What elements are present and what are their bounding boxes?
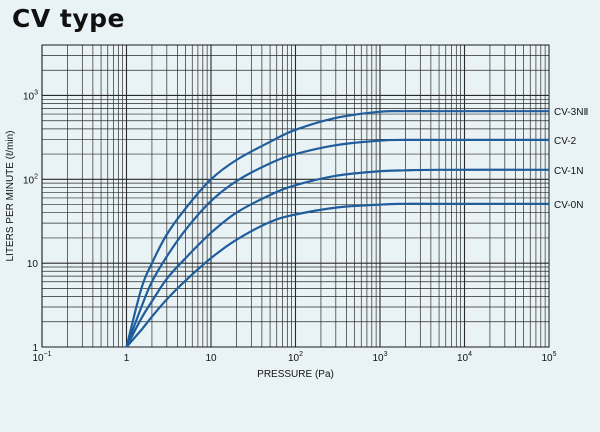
x-tick-label: 104 (457, 351, 472, 364)
series-layer (125, 109, 550, 348)
series-line-2 (125, 168, 550, 348)
x-tick-label: 10 (205, 353, 217, 364)
series-label: CV-2 (554, 136, 577, 147)
x-axis-label: PRESSURE (Pa) (257, 369, 334, 380)
x-tick-label: 103 (372, 351, 387, 364)
series-line-1 (125, 138, 549, 348)
y-tick-label: 102 (23, 173, 38, 186)
y-tick-label: 1 (32, 343, 38, 354)
series-label: CV-1N (554, 166, 583, 177)
series-label: CV-3NⅡ (554, 107, 588, 118)
x-tick-label: 10−1 (32, 351, 51, 364)
y-axis-label: LITERS PER MINUTE (ℓ/min) (5, 130, 16, 261)
chart-grid (41, 44, 549, 348)
chart-title: CV type (12, 4, 125, 33)
series-line-3 (125, 202, 549, 348)
series-line-0 (125, 109, 549, 348)
label-layer: 10−1 1 10 102 103 104 105110102103CV-3NⅡCV-2CV… (23, 89, 588, 364)
y-tick-label: 103 (23, 89, 38, 102)
x-tick-label: 105 (541, 351, 556, 364)
series-label: CV-0N (554, 200, 583, 211)
y-tick-label: 10 (27, 259, 39, 270)
x-tick-label: 1 (124, 353, 130, 364)
plot-border (41, 44, 550, 348)
x-tick-label: 102 (288, 351, 303, 364)
